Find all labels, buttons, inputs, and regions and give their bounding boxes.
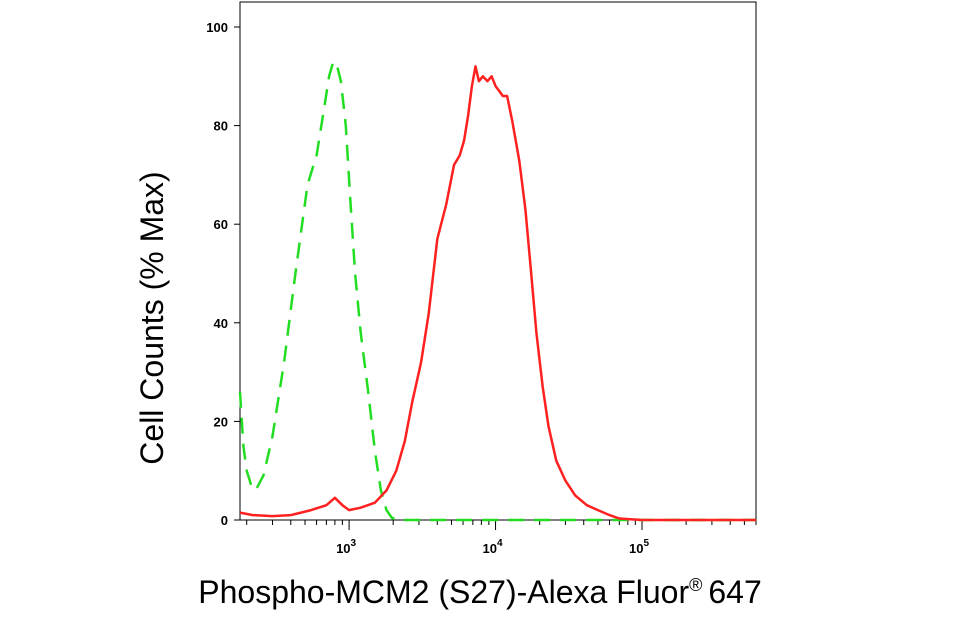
y-axis-title: Cell Counts (% Max) bbox=[134, 171, 170, 464]
x-axis-title-registered: ® bbox=[689, 575, 702, 595]
y-tick-label-0: 0 bbox=[221, 513, 228, 528]
x-tick-label-10000: 104 bbox=[483, 538, 503, 556]
x-tick-label-100000: 105 bbox=[629, 538, 649, 556]
y-tick-label-100: 100 bbox=[206, 20, 228, 35]
series-layer bbox=[238, 60, 756, 522]
series-line-1 bbox=[239, 65, 756, 522]
y-tick-label-60: 60 bbox=[214, 217, 228, 232]
y-tick-label-20: 20 bbox=[214, 414, 228, 429]
x-tick-label-1000: 103 bbox=[336, 538, 356, 556]
y-tick-label-80: 80 bbox=[214, 119, 228, 134]
x-axis: 103 104 105 bbox=[246, 520, 757, 556]
x-axis-title-tail: 647 bbox=[708, 574, 761, 610]
x-axis-title: Phospho-MCM2 (S27)-Alexa Fluor® 647 bbox=[198, 574, 762, 610]
series-line-0 bbox=[238, 60, 756, 522]
y-axis: 0 20 40 60 80 100 bbox=[206, 20, 240, 528]
plot-frame bbox=[239, 1, 757, 521]
y-tick-label-40: 40 bbox=[214, 316, 228, 331]
x-axis-title-main: Phospho-MCM2 (S27)-Alexa Fluor bbox=[198, 574, 689, 610]
